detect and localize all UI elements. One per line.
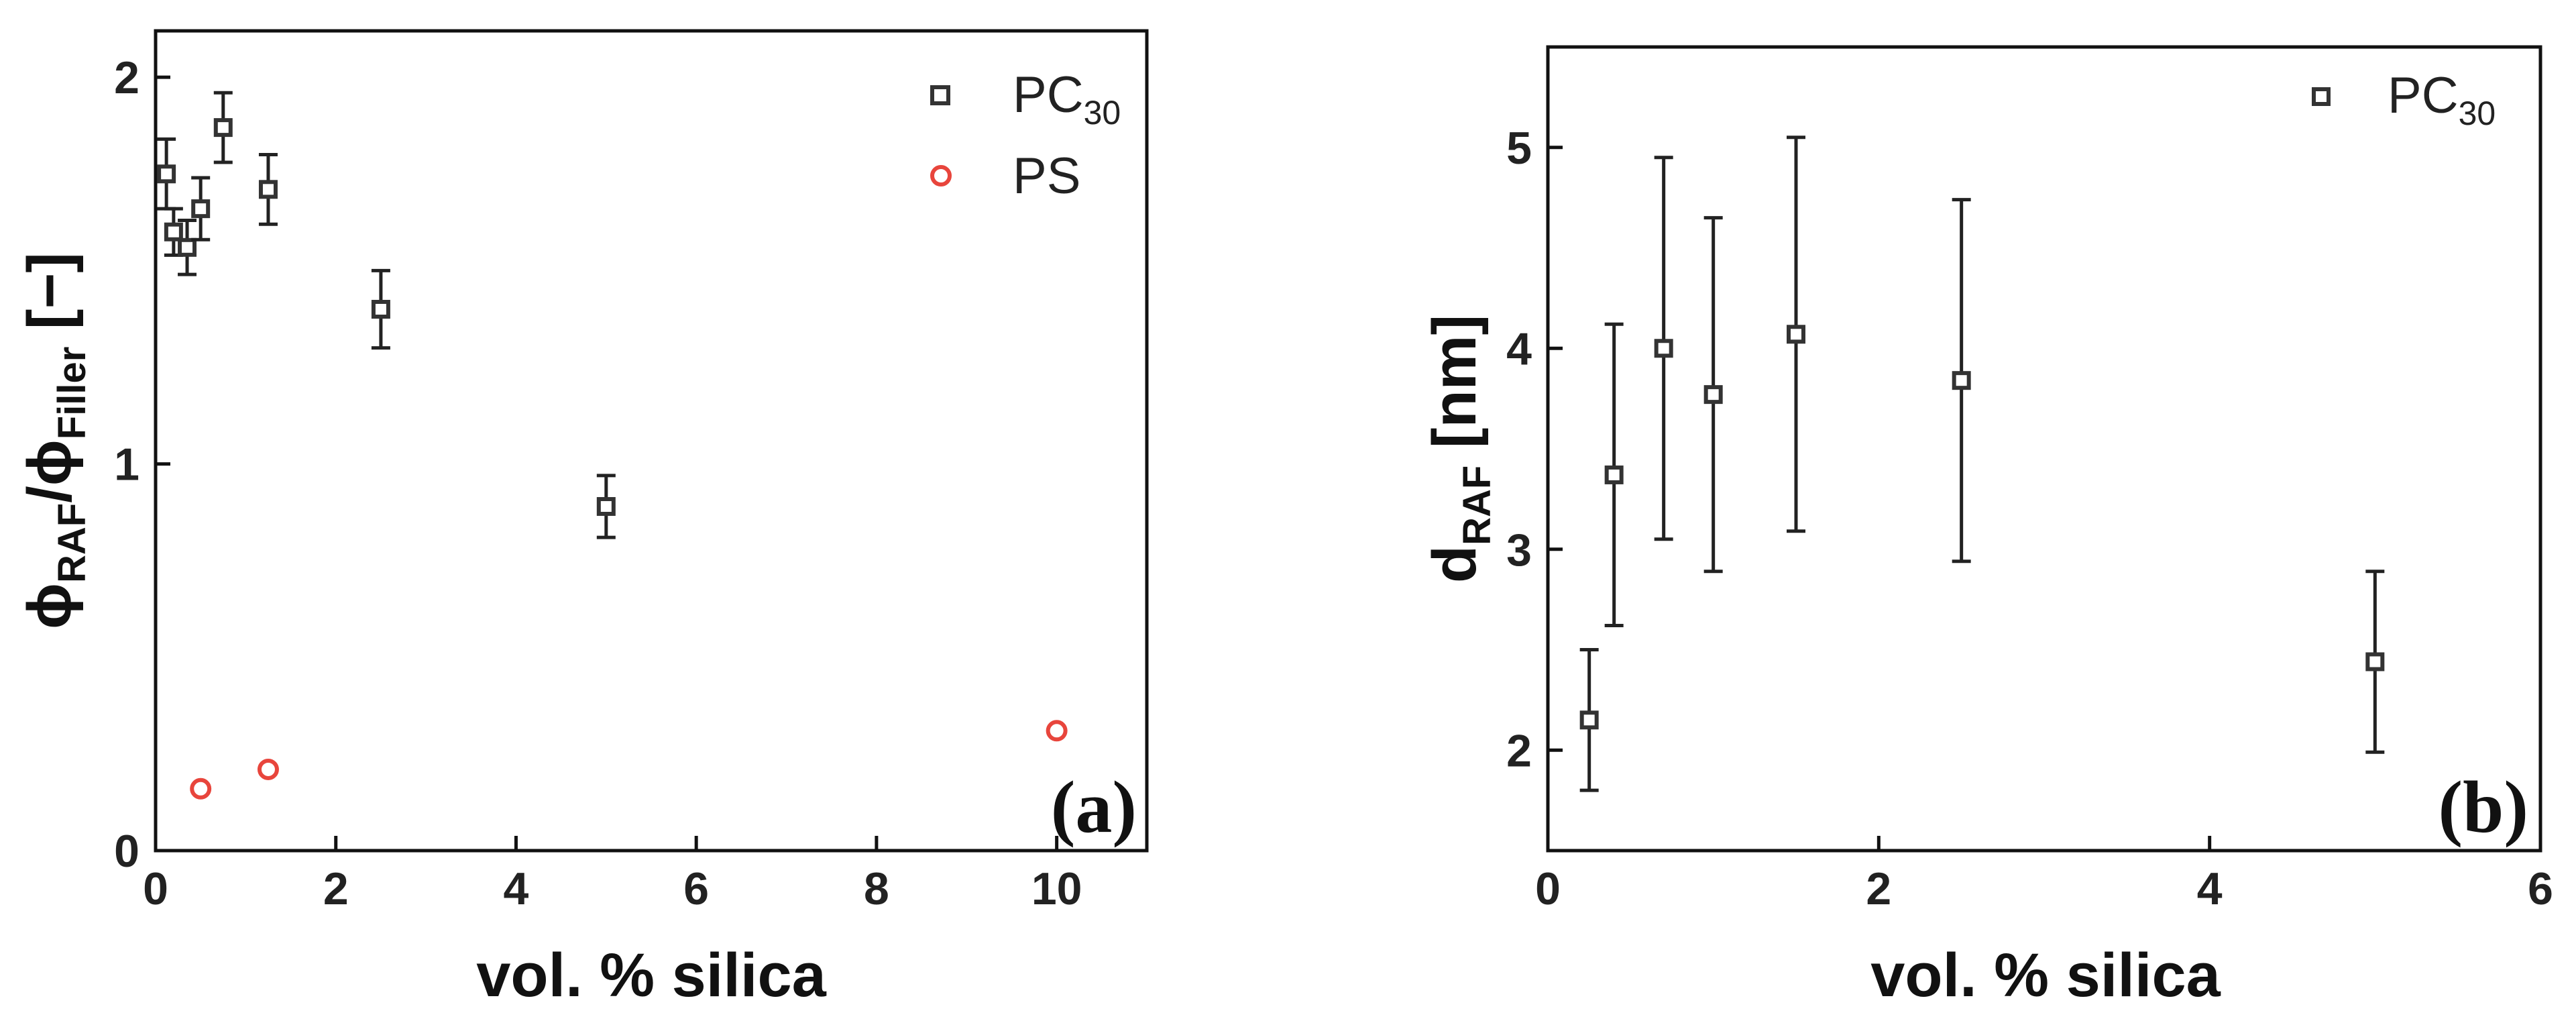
panel-a-x-tick-label: 8: [864, 863, 889, 914]
panel-a-y-axis-title: ϕRAF/ϕFiller [−]: [15, 252, 94, 629]
panel-b-chart: 0 2 4 6 2 3 4 5 PC30 (b) vol. % silica dRAF [nm…: [1420, 45, 2553, 1010]
panel-b-point-pc30: [1952, 371, 1971, 390]
panel-a-y-tick-label: 1: [114, 439, 139, 490]
legend-label-pc30: PC30: [2388, 67, 2496, 132]
panel-a-x-tick-label: 0: [143, 863, 168, 914]
legend-label-pc30: PC30: [1013, 66, 1121, 131]
panel-b-point-pc30: [1787, 325, 1805, 344]
panel-b-x-tick-label: 6: [2528, 863, 2553, 914]
panel-a-x-tick-label: 10: [1031, 863, 1082, 914]
panel-b-legend: PC30: [2312, 67, 2496, 132]
legend-label-ps: PS: [1013, 148, 1080, 205]
panel-b-y-tick-label: 2: [1506, 725, 1532, 776]
panel-a-plot-frame: [154, 29, 1149, 853]
panel-a-x-axis-title: vol. % silica: [476, 941, 826, 1010]
panel-a-ticks: 0 2 4 6 8 10 0 1 2: [114, 52, 1082, 914]
panel-b-x-tick-label: 0: [1535, 863, 1561, 914]
panel-a-point-ps: [190, 777, 212, 800]
panel-a-marks: [157, 91, 1068, 800]
panel-a-point-ps: [1046, 720, 1068, 742]
legend-marker-ps: [930, 165, 952, 186]
panel-b-y-axis-title: dRAF [nm]: [1420, 315, 1499, 583]
panel-b-x-axis-title: vol. % silica: [1870, 941, 2221, 1010]
panel-b-label: (b): [2439, 766, 2528, 848]
panel-a-point-pc30: [178, 237, 197, 257]
legend-marker-pc30: [2312, 87, 2331, 106]
panel-a-point-pc30: [213, 118, 233, 138]
panel-a-x-tick-label: 4: [504, 863, 529, 914]
panel-b-marks: [1579, 136, 2385, 792]
panel-b-point-pc30: [1604, 465, 1624, 484]
panel-a-point-pc30: [164, 222, 183, 241]
panel-b-ticks: 0 2 4 6 2 3 4 5: [1506, 123, 2553, 914]
panel-a-point-pc30: [157, 164, 176, 184]
panel-b-y-tick-label: 5: [1506, 123, 1532, 174]
panel-a-chart: 0 2 4 6 8 10 0 1 2 PC30 PS (a) vol. % silica ϕRA…: [15, 29, 1149, 1010]
panel-b-y-tick-label: 3: [1506, 525, 1532, 576]
panel-b-point-pc30: [2365, 652, 2385, 671]
panel-a-label: (a): [1051, 766, 1137, 848]
panel-b-point-pc30: [1703, 385, 1723, 405]
panel-b-x-tick-label: 4: [2197, 863, 2223, 914]
panel-a-point-pc30: [371, 300, 390, 319]
panel-a-y-tick-label: 2: [114, 52, 139, 103]
panel-a-x-tick-label: 6: [683, 863, 709, 914]
panel-b-point-pc30: [1579, 710, 1599, 730]
panel-a-point-ps: [257, 758, 279, 780]
panel-a-point-pc30: [191, 199, 211, 219]
panel-b-plot-frame: [1546, 45, 2542, 853]
panel-b-point-pc30: [1654, 339, 1673, 358]
legend-marker-pc30: [930, 85, 950, 105]
panel-a-legend: PC30 PS: [930, 66, 1121, 205]
panel-a-x-tick-label: 2: [323, 863, 349, 914]
panel-b-x-tick-label: 2: [1866, 863, 1891, 914]
panel-b-y-tick-label: 4: [1506, 323, 1532, 374]
panel-a-point-pc30: [596, 496, 616, 516]
panel-a-point-pc30: [258, 180, 278, 199]
panel-a-y-tick-label: 0: [114, 826, 139, 877]
